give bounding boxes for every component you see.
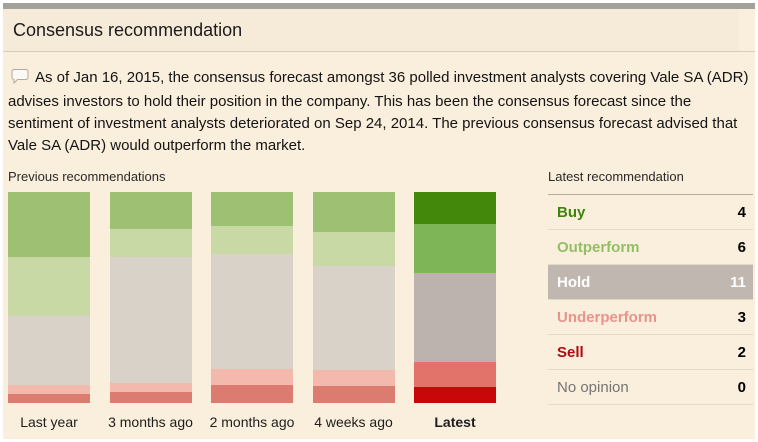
- row-value-underperform: 3: [737, 308, 746, 326]
- bar-label-last-year: Last year: [20, 414, 78, 430]
- row-label-outperform: Outperform: [557, 238, 640, 256]
- bar-segment-underperform: [109, 382, 192, 392]
- row-label-hold: Hold: [557, 273, 591, 291]
- page-header: Consensus recommendation: [3, 9, 739, 51]
- bar-segment-sell: [8, 393, 90, 403]
- bar-label-3-months-ago: 3 months ago: [108, 414, 193, 430]
- row-value-outperform: 6: [737, 238, 746, 256]
- bar-segment-hold: [8, 315, 90, 385]
- row-label-sell: Sell: [557, 343, 584, 361]
- row-value-buy: 4: [737, 203, 746, 221]
- bar-segment-hold: [211, 253, 293, 370]
- main-content: Previous recommendations Last year 3 mont…: [3, 169, 755, 430]
- header-divider: Consensus recommendation: [3, 9, 755, 52]
- recommendation-row-hold: Hold 11: [548, 264, 753, 299]
- bar-segment-underperform: [414, 362, 496, 387]
- row-label-no-opinion: No opinion: [557, 378, 629, 396]
- row-label-buy: Buy: [557, 203, 586, 221]
- consensus-recommendation-page: Consensus recommendation As of Jan 16, 2…: [3, 3, 755, 439]
- bar-label-4-weeks-ago: 4 weeks ago: [314, 414, 393, 430]
- bar-segment-outperform: [8, 257, 90, 316]
- bar-segment-sell: [211, 384, 293, 403]
- stacked-bar-chart: Last year 3 months ago 2 months ago 4 weeks…: [8, 192, 496, 430]
- bar-segment-sell: [312, 385, 395, 403]
- bar-segment-underperform: [312, 370, 395, 386]
- bar-segment-outperform: [109, 228, 192, 257]
- top-accent-bar: [3, 3, 755, 9]
- bar-segment-underperform: [8, 384, 90, 394]
- recommendation-row-underperform: Underperform 3: [548, 299, 753, 334]
- latest-recommendation-panel: Latest recommendation Buy 4 Outperform 6 Hol…: [548, 169, 753, 430]
- bar-segment-outperform: [414, 224, 496, 274]
- bar-segment-hold: [414, 273, 496, 363]
- speech-bubble-icon: [11, 69, 29, 91]
- recommendation-row-outperform: Outperform 6: [548, 229, 753, 264]
- recommendation-table: Buy 4 Outperform 6 Hold 11 Underperform 3 Sell 2 N…: [548, 195, 753, 405]
- bar-stack-4-weeks-ago: [312, 192, 395, 403]
- summary-paragraph: As of Jan 16, 2015, the consensus foreca…: [8, 67, 749, 157]
- recommendation-row-buy: Buy 4: [548, 195, 753, 229]
- chart-title: Previous recommendations: [8, 169, 166, 184]
- bar-stack-3-months-ago: [109, 192, 192, 403]
- row-value-hold: 11: [730, 273, 746, 291]
- bar-segment-hold: [312, 266, 395, 371]
- row-label-underperform: Underperform: [557, 308, 658, 326]
- bar-segment-buy: [8, 192, 90, 258]
- bar-stack-2-months-ago: [211, 192, 293, 403]
- summary-text: As of Jan 16, 2015, the consensus foreca…: [8, 69, 749, 154]
- recommendation-row-no-opinion: No opinion 0: [548, 369, 753, 404]
- bar-segment-sell: [414, 386, 496, 403]
- bar-stack-latest: [414, 192, 496, 403]
- bar-segment-outperform: [312, 231, 395, 267]
- bar-column-4-weeks-ago: 4 weeks ago: [312, 192, 395, 430]
- bar-segment-outperform: [211, 226, 293, 254]
- previous-recommendations-section: Previous recommendations Last year 3 mont…: [8, 169, 540, 430]
- bar-segment-underperform: [211, 369, 293, 385]
- bar-column-last-year: Last year: [8, 192, 90, 430]
- bar-column-3-months-ago: 3 months ago: [108, 192, 193, 430]
- bar-segment-buy: [211, 192, 293, 227]
- bar-stack-last-year: [8, 192, 90, 403]
- bar-segment-buy: [414, 192, 496, 225]
- recommendation-row-sell: Sell 2: [548, 334, 753, 369]
- panel-divider: Latest recommendation: [548, 169, 753, 195]
- bar-segment-hold: [109, 256, 192, 383]
- bar-segment-buy: [312, 192, 395, 232]
- page-title: Consensus recommendation: [13, 20, 243, 40]
- bar-label-latest: Latest: [434, 414, 476, 430]
- bar-segment-buy: [109, 192, 192, 229]
- bar-segment-sell: [109, 391, 192, 403]
- bar-column-2-months-ago: 2 months ago: [209, 192, 295, 430]
- bar-column-latest: Latest: [414, 192, 496, 430]
- bar-label-2-months-ago: 2 months ago: [209, 414, 295, 430]
- row-value-no-opinion: 0: [737, 378, 746, 396]
- panel-title: Latest recommendation: [548, 169, 684, 184]
- row-value-sell: 2: [737, 343, 746, 361]
